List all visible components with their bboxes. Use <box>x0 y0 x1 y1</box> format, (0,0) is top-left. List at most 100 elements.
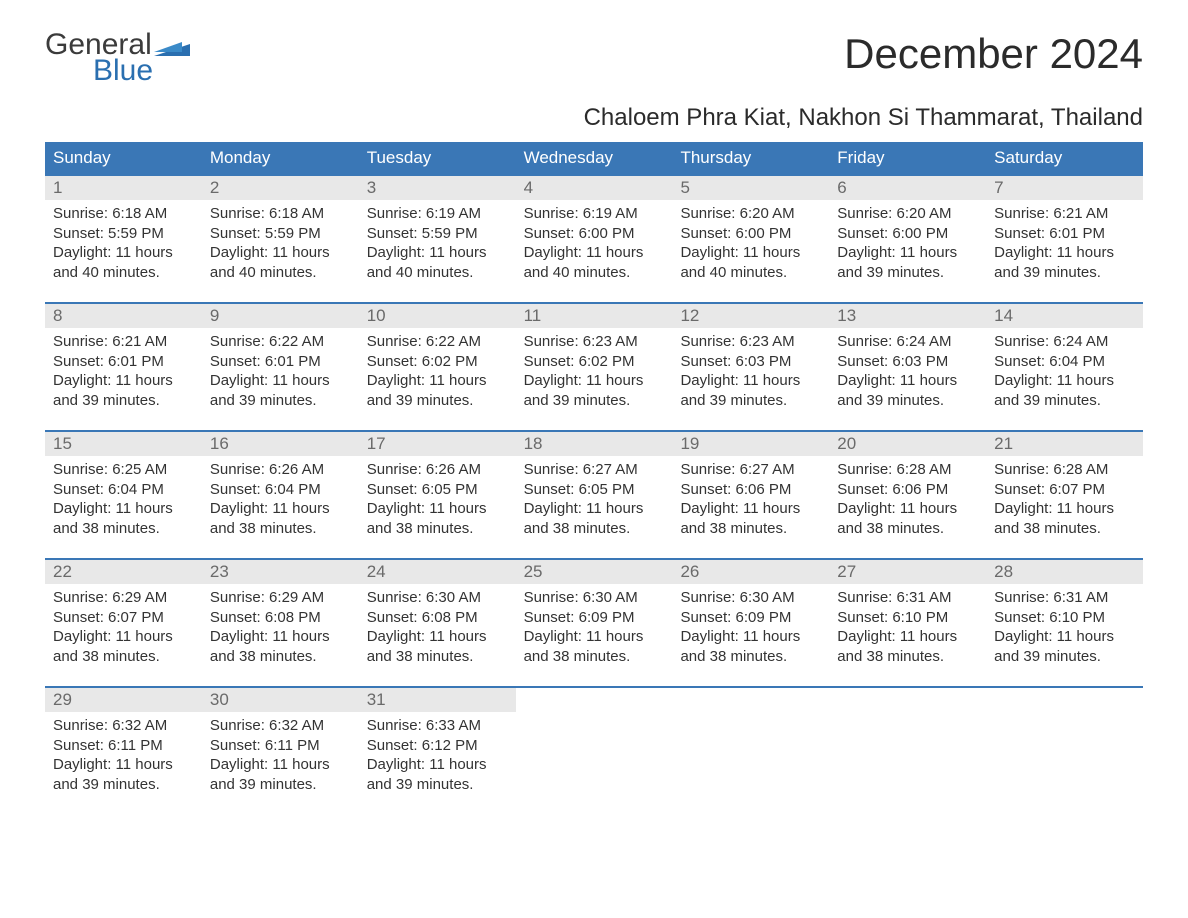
day-number: 27 <box>837 562 856 581</box>
day-body: Sunrise: 6:29 AMSunset: 6:07 PMDaylight:… <box>45 584 202 674</box>
daylight-text: Daylight: 11 hours and 39 minutes. <box>53 371 194 410</box>
day-body: Sunrise: 6:29 AMSunset: 6:08 PMDaylight:… <box>202 584 359 674</box>
daylight-text: Daylight: 11 hours and 38 minutes. <box>680 499 821 538</box>
daylight-text: Daylight: 11 hours and 38 minutes. <box>524 499 665 538</box>
sunset-text: Sunset: 6:07 PM <box>994 480 1135 500</box>
day-number: 6 <box>837 178 846 197</box>
sunset-text: Sunset: 6:00 PM <box>837 224 978 244</box>
sunrise-text: Sunrise: 6:29 AM <box>210 588 351 608</box>
day-cell: 15Sunrise: 6:25 AMSunset: 6:04 PMDayligh… <box>45 432 202 558</box>
sunrise-text: Sunrise: 6:19 AM <box>524 204 665 224</box>
day-number: 11 <box>524 306 542 325</box>
day-cell: 21Sunrise: 6:28 AMSunset: 6:07 PMDayligh… <box>986 432 1143 558</box>
day-number-bar <box>516 688 673 712</box>
day-cell: 6 Sunrise: 6:20 AMSunset: 6:00 PMDaylight… <box>829 176 986 302</box>
title-block: December 2024 <box>844 30 1143 78</box>
sunrise-text: Sunrise: 6:33 AM <box>367 716 508 736</box>
day-number-bar: 10 <box>359 304 516 328</box>
day-cell: 13 Sunrise: 6:24 AMSunset: 6:03 PMDayligh… <box>829 304 986 430</box>
sunrise-text: Sunrise: 6:27 AM <box>524 460 665 480</box>
daylight-text: Daylight: 11 hours and 38 minutes. <box>367 627 508 666</box>
day-body: Sunrise: 6:19 AMSunset: 5:59 PMDaylight:… <box>359 200 516 290</box>
day-number-bar: 5 <box>672 176 829 200</box>
sunset-text: Sunset: 6:07 PM <box>53 608 194 628</box>
sunrise-text: Sunrise: 6:26 AM <box>210 460 351 480</box>
sunset-text: Sunset: 6:01 PM <box>210 352 351 372</box>
sunset-text: Sunset: 6:10 PM <box>837 608 978 628</box>
daylight-text: Daylight: 11 hours and 39 minutes. <box>994 371 1135 410</box>
sunset-text: Sunset: 6:02 PM <box>367 352 508 372</box>
day-body: Sunrise: 6:26 AMSunset: 6:04 PMDaylight:… <box>202 456 359 546</box>
day-number: 13 <box>837 306 856 325</box>
sunrise-text: Sunrise: 6:25 AM <box>53 460 194 480</box>
day-number: 18 <box>524 434 543 453</box>
day-number-bar: 17 <box>359 432 516 456</box>
day-number-bar: 7 <box>986 176 1143 200</box>
day-number: 8 <box>53 306 62 325</box>
calendar-body: 1Sunrise: 6:18 AMSunset: 5:59 PMDaylight… <box>45 174 1143 814</box>
daylight-text: Daylight: 11 hours and 39 minutes. <box>210 755 351 794</box>
daylight-text: Daylight: 11 hours and 40 minutes. <box>367 243 508 282</box>
daylight-text: Daylight: 11 hours and 40 minutes. <box>680 243 821 282</box>
day-number-bar: 23 <box>202 560 359 584</box>
daylight-text: Daylight: 11 hours and 39 minutes. <box>680 371 821 410</box>
sunset-text: Sunset: 6:03 PM <box>837 352 978 372</box>
day-cell: 1Sunrise: 6:18 AMSunset: 5:59 PMDaylight… <box>45 176 202 302</box>
daylight-text: Daylight: 11 hours and 39 minutes. <box>53 755 194 794</box>
day-cell: 26Sunrise: 6:30 AMSunset: 6:09 PMDayligh… <box>672 560 829 686</box>
sunset-text: Sunset: 6:00 PM <box>524 224 665 244</box>
day-number-bar: 15 <box>45 432 202 456</box>
day-number: 16 <box>210 434 229 453</box>
weekday-header: Tuesday <box>359 142 516 174</box>
sunrise-text: Sunrise: 6:23 AM <box>524 332 665 352</box>
day-cell <box>986 688 1143 814</box>
sunrise-text: Sunrise: 6:30 AM <box>367 588 508 608</box>
sunset-text: Sunset: 6:06 PM <box>680 480 821 500</box>
sunrise-text: Sunrise: 6:19 AM <box>367 204 508 224</box>
day-body: Sunrise: 6:33 AMSunset: 6:12 PMDaylight:… <box>359 712 516 802</box>
day-number <box>524 690 529 709</box>
weekday-header: Friday <box>829 142 986 174</box>
day-cell: 17Sunrise: 6:26 AMSunset: 6:05 PMDayligh… <box>359 432 516 558</box>
day-number-bar: 18 <box>516 432 673 456</box>
flag-icon <box>154 36 190 56</box>
day-cell: 20Sunrise: 6:28 AMSunset: 6:06 PMDayligh… <box>829 432 986 558</box>
daylight-text: Daylight: 11 hours and 38 minutes. <box>524 627 665 666</box>
day-number: 10 <box>367 306 386 325</box>
day-number: 22 <box>53 562 72 581</box>
sunrise-text: Sunrise: 6:20 AM <box>837 204 978 224</box>
day-body: Sunrise: 6:21 AMSunset: 6:01 PMDaylight:… <box>45 328 202 418</box>
day-number: 14 <box>994 306 1013 325</box>
day-number: 24 <box>367 562 386 581</box>
day-body: Sunrise: 6:32 AMSunset: 6:11 PMDaylight:… <box>45 712 202 802</box>
day-number <box>837 690 842 709</box>
day-number: 19 <box>680 434 699 453</box>
day-body: Sunrise: 6:30 AMSunset: 6:09 PMDaylight:… <box>672 584 829 674</box>
day-body: Sunrise: 6:24 AMSunset: 6:03 PMDaylight:… <box>829 328 986 418</box>
sunrise-text: Sunrise: 6:31 AM <box>994 588 1135 608</box>
sunrise-text: Sunrise: 6:18 AM <box>210 204 351 224</box>
logo: General Blue <box>45 30 190 86</box>
daylight-text: Daylight: 11 hours and 38 minutes. <box>210 499 351 538</box>
sunset-text: Sunset: 6:05 PM <box>524 480 665 500</box>
day-cell: 18 Sunrise: 6:27 AMSunset: 6:05 PMDayligh… <box>516 432 673 558</box>
day-number-bar: 29 <box>45 688 202 712</box>
day-number-bar: 14 <box>986 304 1143 328</box>
day-number-bar: 3 <box>359 176 516 200</box>
day-cell: 30Sunrise: 6:32 AMSunset: 6:11 PMDayligh… <box>202 688 359 814</box>
week-row: 22Sunrise: 6:29 AMSunset: 6:07 PMDayligh… <box>45 558 1143 686</box>
day-number-bar: 30 <box>202 688 359 712</box>
day-cell: 9Sunrise: 6:22 AMSunset: 6:01 PMDaylight… <box>202 304 359 430</box>
day-number-bar: 4 <box>516 176 673 200</box>
sunrise-text: Sunrise: 6:32 AM <box>210 716 351 736</box>
week-row: 29Sunrise: 6:32 AMSunset: 6:11 PMDayligh… <box>45 686 1143 814</box>
day-number-bar: 1 <box>45 176 202 200</box>
day-number-bar: 19 <box>672 432 829 456</box>
sunset-text: Sunset: 6:01 PM <box>53 352 194 372</box>
day-cell: 16 Sunrise: 6:26 AMSunset: 6:04 PMDayligh… <box>202 432 359 558</box>
daylight-text: Daylight: 11 hours and 38 minutes. <box>53 627 194 666</box>
day-body: Sunrise: 6:19 AMSunset: 6:00 PMDaylight:… <box>516 200 673 290</box>
sunrise-text: Sunrise: 6:21 AM <box>53 332 194 352</box>
day-body: Sunrise: 6:20 AMSunset: 6:00 PMDaylight:… <box>829 200 986 290</box>
sunset-text: Sunset: 6:02 PM <box>524 352 665 372</box>
